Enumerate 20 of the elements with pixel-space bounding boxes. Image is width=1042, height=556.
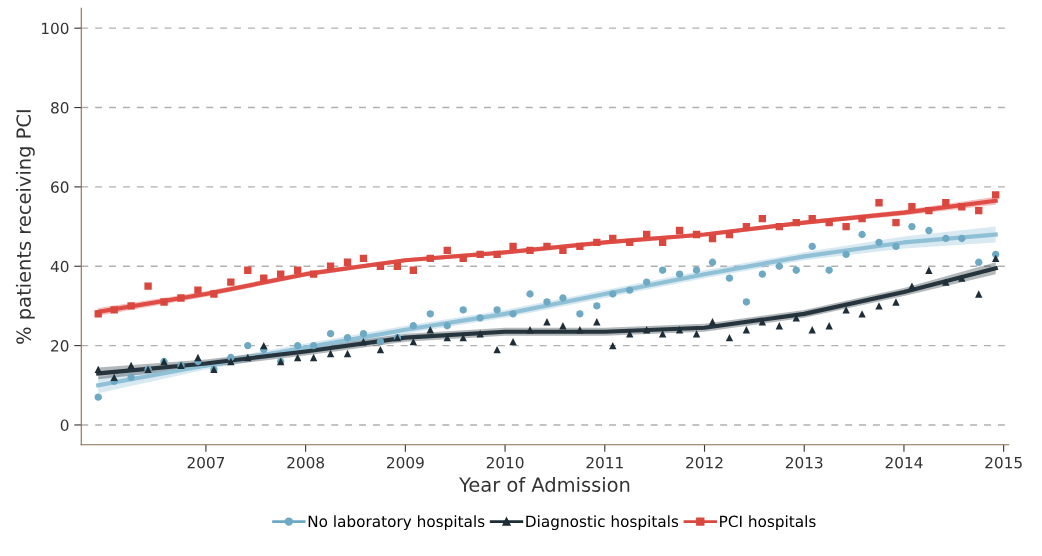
x-tick-label: 2014	[885, 456, 923, 469]
x-tick-label: 2015	[985, 456, 1022, 469]
x-tick-label: 2012	[686, 456, 723, 469]
x-axis-title: Year of Admission	[459, 476, 630, 492]
x-tick-label: 2010	[486, 456, 524, 469]
x-tick-label: 2009	[387, 456, 424, 469]
legend-label: No laboratory hospitals	[308, 515, 485, 531]
y-tick-label: 40	[50, 260, 69, 273]
legend-label: Diagnostic hospitals	[526, 515, 679, 531]
x-tick-label: 2007	[187, 456, 225, 469]
x-tick-label: 2011	[586, 456, 623, 469]
legend-label: PCI hospitals	[720, 515, 816, 531]
y-tick-label: 0	[60, 419, 69, 431]
y-tick-label: 20	[51, 340, 69, 352]
x-tick-label: 2013	[785, 456, 823, 469]
y-tick-label: 80	[51, 102, 69, 114]
y-axis-title: % patients receiving PCI	[15, 110, 35, 344]
y-tick-label: 100	[41, 22, 69, 35]
y-tick-label: 60	[51, 181, 69, 193]
x-tick-label: 2008	[287, 456, 325, 469]
